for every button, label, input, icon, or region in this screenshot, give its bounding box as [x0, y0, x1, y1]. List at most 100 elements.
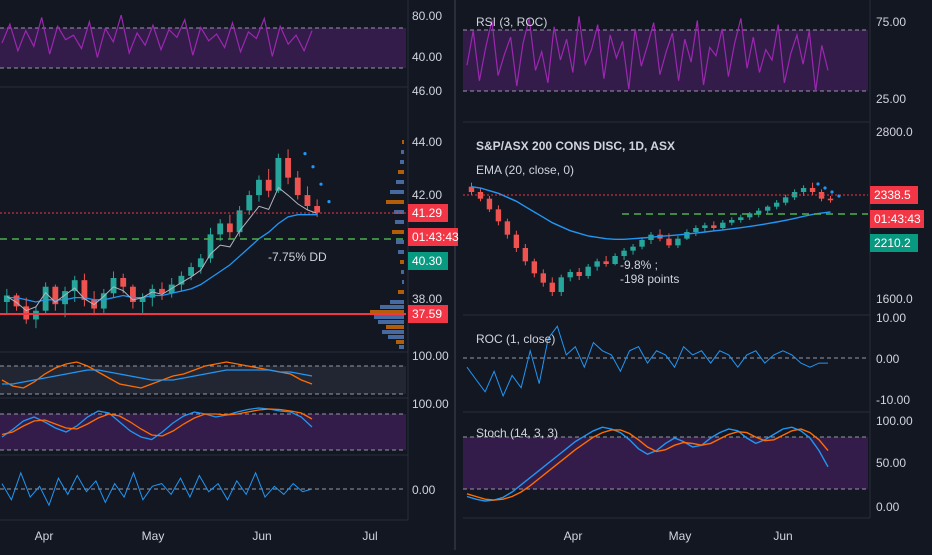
left-time-tick-jul: Jul: [362, 529, 377, 543]
right-candle-14: [594, 261, 600, 267]
left-volume-profile-bar-5: [390, 190, 404, 194]
left-volume-profile-bar-16: [390, 300, 404, 304]
left-volume-profile-bar-3: [398, 170, 404, 174]
left-price-tick-38: 38.00: [412, 292, 442, 306]
left-osc-signal: [2, 369, 313, 385]
left-volume-profile-bar-11: [398, 250, 404, 254]
left-volume-profile-bar-19: [374, 315, 404, 319]
right-candle-29: [729, 220, 735, 223]
right-candle-24: [684, 232, 690, 239]
right-candle-26: [702, 225, 708, 228]
left-candle-1: [13, 295, 20, 307]
left-candle-30: [294, 177, 301, 196]
left-price-label-support-bg: [408, 305, 448, 323]
left-volume-profile-bar-10: [396, 240, 404, 244]
right-candle-2: [486, 198, 493, 210]
right-countdown-label: 01:43:43: [874, 212, 921, 226]
right-candle-35: [782, 197, 789, 203]
left-stoch-band: [0, 414, 406, 450]
right-candle-11: [567, 272, 573, 278]
left-candle-27: [265, 179, 272, 191]
left-candle-25: [246, 195, 253, 211]
left-price-tick-44: 44.00: [412, 135, 442, 149]
right-candle-36: [791, 192, 798, 198]
left-candle-31: [304, 195, 311, 206]
right-candle-27: [711, 225, 717, 228]
left-rsi-line: [1, 14, 313, 58]
right-candle-22: [666, 238, 672, 246]
left-osc-tick: 100.00: [412, 349, 449, 363]
right-candle-10: [558, 277, 564, 292]
left-volume-profile-bar-24: [396, 340, 404, 344]
right-candle-15: [603, 261, 609, 264]
right-candle-25: [693, 228, 699, 232]
right-candle-9: [549, 282, 555, 292]
right-roc-line: [466, 325, 828, 398]
right-candle-5: [513, 234, 520, 248]
left-candle-13: [130, 286, 136, 302]
left-candle-3: [33, 310, 39, 320]
right-price-label-green-bg: [870, 234, 918, 252]
left-stoch-tick: 100.00: [412, 397, 449, 411]
right-time-tick-jun: Jun: [773, 529, 792, 543]
left-forecast-dot-0: [303, 152, 307, 156]
left-candle-11: [110, 278, 117, 294]
left-price-label-support: 37.59: [412, 307, 442, 321]
right-candle-32: [756, 210, 762, 214]
left-volume-profile-bar-6: [386, 200, 404, 204]
left-volume-profile-bar-9: [392, 230, 404, 234]
right-symbol-title: S&P/ASX 200 CONS DISC, 1D, ASX: [476, 139, 675, 153]
right-ema-line: [471, 186, 831, 241]
left-volume-profile-bar-17: [380, 305, 404, 309]
right-candle-23: [675, 238, 681, 246]
right-price-label-green: 2210.2: [874, 236, 911, 250]
right-candle-8: [540, 273, 546, 283]
right-time-tick-may: May: [669, 529, 692, 543]
right-candle-31: [747, 213, 753, 218]
right-candle-19: [639, 240, 645, 247]
left-ma-line: [6, 186, 318, 312]
right-candle-40: [827, 198, 834, 201]
left-osc-line: [1, 361, 313, 389]
right-stoch-tick-50: 50.00: [876, 456, 906, 470]
right-price-label-current: 2338.5: [874, 188, 911, 202]
left-price-tick-46: 46.00: [412, 84, 442, 98]
right-stoch-title: Stoch (14, 3, 3): [476, 426, 558, 440]
right-candle-34: [773, 202, 780, 207]
right-candle-37: [800, 188, 807, 192]
left-time-tick-jun: Jun: [252, 529, 271, 543]
right-candle-18: [630, 246, 636, 251]
right-price-tick-1600: 1600.0: [876, 292, 913, 306]
right-candle-3: [495, 209, 502, 222]
left-volume-profile-bar-22: [382, 330, 404, 334]
right-price-tick-2800: 2800.0: [876, 125, 913, 139]
left-stoch-d-line: [1, 408, 313, 437]
right-rsi-band: [463, 30, 868, 91]
left-candle-14: [139, 297, 146, 302]
left-countdown-label-bg: [408, 228, 458, 246]
left-candle-22: [217, 223, 224, 235]
right-rsi-tick-75: 75.00: [876, 15, 906, 29]
right-drawdown-annotation-points: -198 points: [620, 272, 679, 286]
right-candle-7: [531, 261, 538, 274]
right-roc-title: ROC (1, close): [476, 332, 555, 346]
left-candle-26: [256, 179, 262, 196]
right-forecast-dot-0: [816, 182, 820, 186]
left-roc-line: [1, 471, 313, 507]
left-price-label-current-bg: [408, 204, 448, 222]
left-price-tick-42: 42.00: [412, 188, 442, 202]
right-price-label-current-bg: [870, 186, 918, 204]
right-rsi-tick-25: 25.00: [876, 92, 906, 106]
left-time-tick-apr: Apr: [35, 529, 54, 543]
right-forecast-dot-1: [823, 186, 827, 190]
right-rsi-line: [466, 16, 829, 92]
left-volume-profile-bar-23: [388, 335, 404, 339]
right-candle-4: [504, 221, 511, 235]
right-stoch-tick-100: 100.00: [876, 414, 913, 428]
left-forecast-dot-2: [319, 182, 323, 186]
right-countdown-label-bg: [870, 210, 924, 228]
left-countdown-label: 01:43:43: [412, 230, 459, 244]
left-drawdown-annotation: -7.75% DD: [268, 250, 327, 264]
